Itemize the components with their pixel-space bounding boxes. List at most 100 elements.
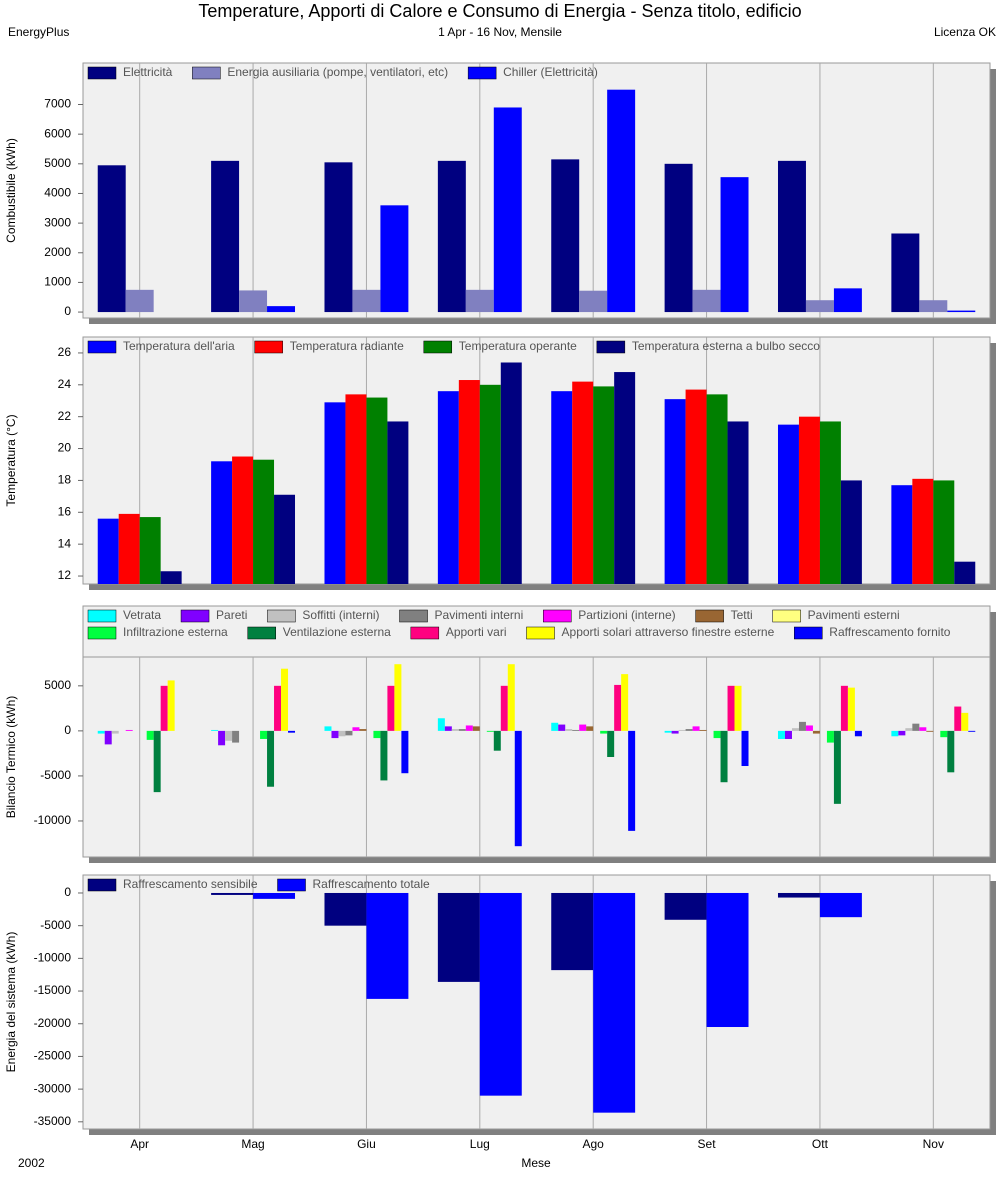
y-tick-label: -35000 (34, 1114, 72, 1128)
bar (345, 394, 367, 584)
bar (685, 729, 693, 731)
bar (805, 725, 813, 731)
bar (614, 684, 622, 731)
legend-label: Temperatura radiante (290, 339, 404, 353)
bar (798, 721, 806, 731)
bar (891, 730, 899, 737)
bar (791, 728, 799, 731)
bar (777, 160, 806, 313)
legend-swatch (87, 66, 117, 80)
legend-label: Partizioni (interne) (578, 608, 675, 622)
legend-swatch (526, 626, 555, 640)
bar (232, 456, 254, 584)
bar (706, 394, 728, 584)
y-tick-label: 5000 (44, 156, 71, 170)
bar (954, 561, 976, 584)
bar (833, 288, 862, 313)
legend-label: Energia ausiliaria (pompe, ventilatori, … (227, 65, 448, 79)
bar (621, 674, 629, 731)
bar (274, 685, 282, 731)
y-tick-label: 18 (58, 473, 72, 487)
y-tick-label: 3000 (44, 215, 71, 229)
bar (465, 725, 473, 731)
bar (324, 726, 332, 731)
y-axis-label: Combustibile (kWh) (4, 138, 18, 243)
legend-label: Temperatura operante (459, 339, 577, 353)
legend-swatch (87, 340, 117, 354)
y-tick-label: 14 (58, 536, 72, 550)
bar (954, 706, 962, 731)
bar (437, 160, 466, 313)
bar (288, 730, 296, 733)
legend-swatch (267, 609, 296, 623)
bar (479, 384, 501, 584)
x-tick-label: Apr (130, 1137, 149, 1151)
legend-label: Chiller (Elettricità) (503, 65, 598, 79)
bar (664, 892, 707, 920)
bar (898, 730, 906, 736)
bar (387, 685, 395, 731)
bar (160, 571, 182, 584)
bar (784, 730, 792, 739)
bar (232, 730, 240, 743)
legend-swatch (410, 626, 440, 640)
bar (331, 730, 339, 739)
bar (607, 89, 636, 313)
bar (380, 205, 409, 313)
bar (819, 892, 862, 918)
legend-label: Raffrescamento sensibile (123, 877, 258, 891)
bar (558, 724, 566, 731)
bar (97, 165, 126, 313)
panel (82, 874, 991, 1130)
bar (891, 233, 920, 313)
y-tick-label: 0 (64, 304, 71, 318)
bar (493, 107, 522, 313)
bar (968, 730, 976, 732)
bar (387, 421, 409, 584)
legend-label: Pareti (216, 608, 247, 622)
bar (607, 730, 615, 757)
bar (451, 729, 459, 731)
bar (947, 310, 976, 313)
bar (118, 513, 140, 584)
bar (940, 730, 948, 738)
bar (777, 730, 785, 739)
bar (211, 160, 240, 313)
bar (692, 289, 721, 313)
y-tick-label: 2000 (44, 245, 71, 259)
y-tick-label: 16 (58, 504, 72, 518)
bar (565, 729, 573, 731)
y-tick-label: -5000 (40, 768, 71, 782)
bar (840, 480, 862, 584)
bar (720, 177, 749, 313)
y-tick-label: 24 (58, 377, 72, 391)
bar (465, 289, 494, 313)
bar (671, 730, 679, 734)
bar (812, 730, 820, 734)
bar (218, 730, 226, 746)
bar (777, 424, 799, 584)
bar (401, 730, 409, 774)
y-tick-label: 22 (58, 409, 72, 423)
bar (678, 729, 686, 731)
bar (593, 386, 615, 584)
legend-label: Pavimenti esterni (808, 608, 900, 622)
bar (664, 730, 672, 733)
bar (905, 728, 913, 731)
y-axis-label: Temperatura (°C) (4, 414, 18, 506)
legend-swatch (772, 609, 801, 623)
bar (437, 391, 459, 584)
bar (366, 397, 388, 584)
legend-label: Elettricità (123, 65, 173, 79)
bar (551, 722, 559, 731)
bar (847, 687, 855, 731)
legend-swatch (180, 609, 210, 623)
legend-swatch (543, 609, 572, 623)
bar (458, 380, 480, 584)
bar (146, 730, 154, 740)
bar (600, 730, 608, 734)
legend-swatch (399, 609, 428, 623)
y-tick-label: 20 (58, 441, 72, 455)
legend-label: Ventilazione esterna (283, 625, 391, 639)
bar (777, 892, 820, 898)
